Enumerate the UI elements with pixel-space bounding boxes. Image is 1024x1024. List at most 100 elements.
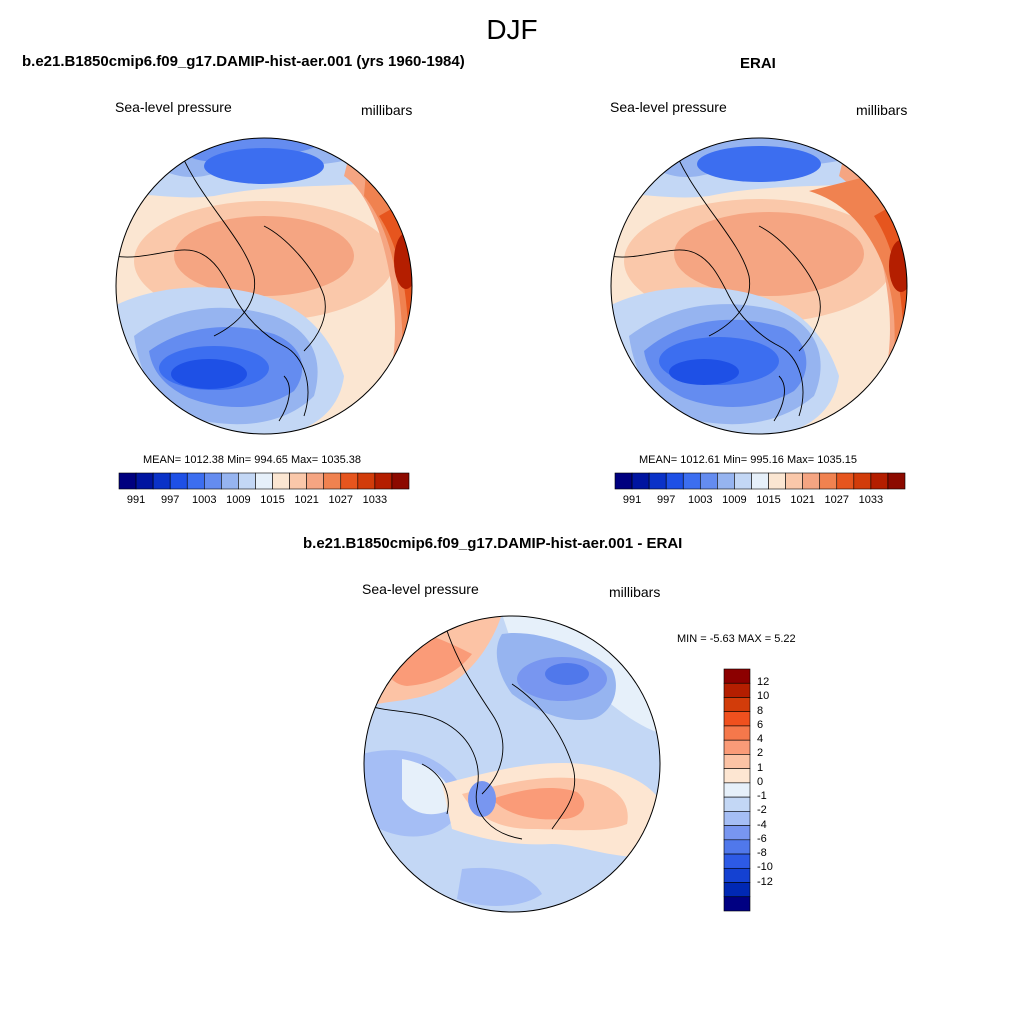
- panel-3-colorbar-tick-label: 6: [757, 718, 764, 731]
- panel-3-colorbar-tick-label: 2: [757, 747, 764, 760]
- panel-1-colorbar-tick-label: 1015: [260, 494, 285, 506]
- panel-2-colorbar-box: [870, 472, 889, 490]
- panel-2-colorbar-box: [768, 472, 786, 490]
- panel-2-colorbar-labels: 991 997 1003 1009 1015 1021 1027 1033: [615, 494, 905, 508]
- panel-1-colorbar-box: [272, 472, 290, 490]
- panel-3-colorbar-box: [723, 896, 751, 912]
- panel-1-colorbar-tick-label: 997: [160, 494, 180, 506]
- panel-2-colorbar-tick-label: 1027: [824, 494, 849, 506]
- panel-1-title: b.e21.B1850cmip6.f09_g17.DAMIP-hist-aer.…: [22, 53, 465, 70]
- panel-1-colorbar-tick-label: 1003: [192, 494, 217, 506]
- panel-3-colorbar-box: [723, 739, 751, 755]
- panel-2-colorbar-box: [682, 472, 701, 490]
- panel-2-colorbar-box: [648, 472, 667, 490]
- panel-3-colorbar-box: [723, 825, 751, 841]
- panel-2-colorbar-box: [751, 472, 769, 490]
- panel-3-colorbar-tick-label: 10: [757, 690, 770, 703]
- panel-2-colorbar-tick-label: 991: [622, 494, 642, 506]
- panel-3-colorbar-tick-label: -1: [757, 790, 767, 803]
- panel-3-colorbar-tick-label: -8: [757, 847, 767, 860]
- panel-1-colorbar-box: [323, 472, 342, 490]
- panel-2-colorbar-box: [836, 472, 855, 490]
- panel-3-colorbar-box: [723, 867, 751, 883]
- panel-3-colorbar-tick-label: -12: [757, 875, 773, 888]
- panel-3-colorbar-box: [723, 682, 751, 698]
- panel-2-colorbar-box: [887, 472, 906, 490]
- panel-1-variable-label: Sea-level pressure: [115, 99, 232, 115]
- panel-1-colorbar-box: [374, 472, 393, 490]
- panel-3-colorbar-box: [723, 853, 751, 869]
- panel-2-variable-label: Sea-level pressure: [610, 99, 727, 115]
- panel-2-colorbar-tick-label: 1009: [722, 494, 747, 506]
- panel-3-colorbar-box: [723, 882, 751, 898]
- panel-3-colorbar-box: [723, 711, 751, 727]
- panel-1-colorbar: [118, 472, 410, 490]
- panel-1-colorbar-tick-label: 1027: [328, 494, 353, 506]
- panel-1-colorbar-box: [391, 472, 410, 490]
- page-title: DJF: [486, 14, 538, 45]
- panel-1-colorbar-labels: 991 997 1003 1009 1015 1021 1027 1033: [119, 494, 409, 508]
- panel-3-title: b.e21.B1850cmip6.f09_g17.DAMIP-hist-aer.…: [303, 535, 683, 552]
- panel-2-colorbar-box: [717, 472, 735, 490]
- panel-1-colorbar-box: [221, 472, 239, 490]
- panel-1-units-label: millibars: [361, 102, 413, 118]
- panel-3-colorbar: [723, 668, 751, 912]
- panel-2-colorbar-box: [699, 472, 718, 490]
- panel-3-colorbar-box: [723, 811, 751, 826]
- panel-1-colorbar-box: [118, 472, 137, 490]
- panel-3-colorbar-box: [723, 668, 751, 684]
- panel-1-colorbar-box: [169, 472, 188, 490]
- panel-2-stats: MEAN= 1012.61 Min= 995.16 Max= 1035.15: [639, 454, 858, 466]
- panel-2-colorbar-tick-label: 1033: [858, 494, 884, 506]
- panel-3-variable-label: Sea-level pressure: [362, 581, 479, 597]
- panel-3-colorbar-tick-label: 4: [757, 733, 764, 746]
- panel-3-colorbar-box: [723, 782, 751, 798]
- panel-3-colorbar-box: [723, 839, 751, 855]
- panel-1-colorbar-tick-label: 991: [126, 494, 146, 506]
- panel-3-colorbar-box: [723, 697, 751, 713]
- panel-2-colorbar-tick-label: 997: [656, 494, 676, 506]
- panel-1-colorbar-box: [238, 472, 256, 490]
- panel-2-colorbar-tick-label: 1015: [756, 494, 781, 506]
- panel-3-colorbar-box: [723, 796, 751, 812]
- panel-1-colorbar-box: [357, 472, 376, 490]
- panel-2-colorbar-box: [614, 472, 633, 490]
- panel-3-colorbar-tick-label: -10: [757, 861, 773, 874]
- panel-3-colorbar-tick-label: -6: [757, 832, 767, 845]
- panel-2-colorbar-tick-label: 1003: [688, 494, 713, 506]
- panel-3-colorbar-tick-label: -2: [757, 804, 767, 817]
- panel-1-polar-map: [115, 137, 413, 435]
- panel-3-colorbar-tick-label: 0: [757, 775, 764, 788]
- panel-2-colorbar-box: [665, 472, 684, 490]
- panel-1-colorbar-tick-label: 1033: [362, 494, 388, 506]
- panel-2-colorbar-box: [853, 472, 872, 490]
- panel-3-stats: MIN = -5.63 MAX = 5.22: [677, 633, 796, 645]
- panel-1-stats: MEAN= 1012.38 Min= 994.65 Max= 1035.38: [143, 454, 362, 466]
- panel-1-colorbar-box: [152, 472, 171, 490]
- panel-1-colorbar-box: [255, 472, 273, 490]
- panel-3-colorbar-box: [723, 768, 751, 784]
- panel-2-colorbar-tick-label: 1021: [790, 494, 815, 506]
- panel-2-polar-map: [610, 137, 908, 435]
- panel-2-colorbar-box: [802, 472, 821, 490]
- panel-2-colorbar-box: [631, 472, 650, 490]
- panel-1-colorbar-tick-label: 1009: [226, 494, 251, 506]
- panel-2-colorbar-box: [734, 472, 752, 490]
- panel-3-colorbar-labels: 12 10 8 6 4 2 1 0 -1 -2 -4 -6 -8 -10 -12: [757, 669, 797, 911]
- panel-2-title: ERAI: [740, 55, 776, 72]
- panel-1-colorbar-box: [186, 472, 205, 490]
- panel-2-colorbar-box: [819, 472, 838, 490]
- panel-1-colorbar-box: [289, 472, 307, 490]
- panel-1-colorbar-box: [340, 472, 359, 490]
- panel-2-colorbar-box: [785, 472, 803, 490]
- panel-3-colorbar-box: [723, 754, 751, 769]
- panel-2-colorbar: [614, 472, 906, 490]
- panel-3-colorbar-tick-label: -4: [757, 818, 767, 831]
- panel-3-polar-map: [363, 615, 661, 913]
- panel-1-colorbar-box: [135, 472, 154, 490]
- panel-1-colorbar-tick-label: 1021: [294, 494, 319, 506]
- panel-3-colorbar-tick-label: 8: [757, 704, 764, 717]
- panel-1-colorbar-box: [306, 472, 325, 490]
- panel-2-units-label: millibars: [856, 102, 908, 118]
- panel-3-units-label: millibars: [609, 584, 661, 600]
